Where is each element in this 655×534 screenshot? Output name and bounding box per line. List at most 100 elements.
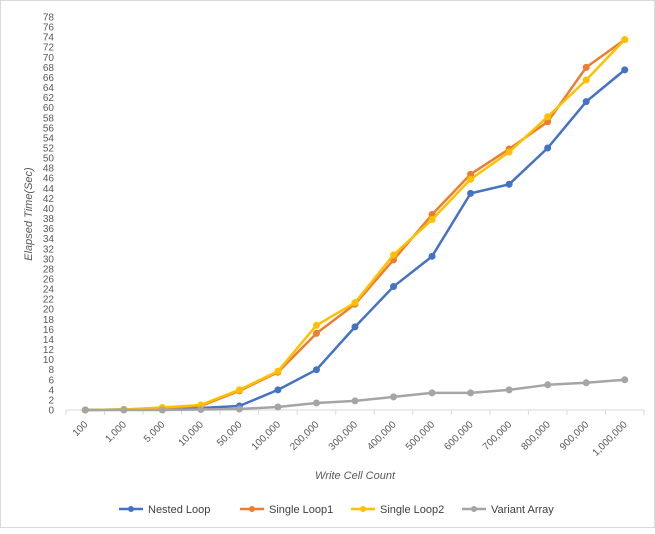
y-tick-label: 58 (43, 113, 55, 124)
x-axis-ticks: 100 1,000 5,000 10,000 50,000 100,000 200,000 3… (71, 419, 630, 459)
data-point (312, 366, 320, 374)
legend-label: Variant Array (491, 504, 554, 516)
data-point (312, 329, 320, 337)
x-tick-label: 1,000,000 (591, 419, 631, 459)
data-point (544, 381, 552, 389)
y-tick-label: 2 (48, 395, 54, 406)
y-tick-label: 14 (43, 335, 55, 346)
y-tick-label: 10 (43, 355, 55, 366)
y-tick-label: 6 (48, 375, 54, 386)
y-tick-label: 46 (43, 174, 55, 185)
legend-label: Single Loop1 (269, 504, 333, 516)
data-point (621, 36, 629, 44)
y-tick-label: 66 (43, 73, 55, 84)
data-point (158, 406, 166, 414)
y-tick-label: 64 (43, 83, 55, 94)
y-tick-label: 68 (43, 63, 55, 74)
y-tick-label: 22 (43, 295, 55, 306)
data-point (467, 175, 475, 183)
series-line (84, 38, 626, 412)
x-tick-label: 100 (71, 419, 91, 439)
y-axis-title: Elapsed Time(Sec) (23, 167, 35, 261)
y-tick-label: 62 (43, 93, 55, 104)
data-point (197, 405, 205, 413)
y-axis-ticks: 0246810121416182022242628303234363840424… (43, 13, 55, 417)
data-point (582, 379, 590, 387)
y-tick-label: 50 (43, 154, 55, 165)
data-point (351, 299, 359, 307)
legend-item: Variant Array (462, 504, 554, 516)
y-tick-label: 70 (43, 53, 55, 64)
data-point (274, 367, 282, 375)
y-tick-label: 0 (48, 406, 54, 417)
data-point (544, 144, 552, 152)
data-point (390, 393, 398, 401)
x-tick-label: 50,000 (215, 419, 245, 449)
y-tick-label: 32 (43, 244, 55, 255)
data-point (81, 406, 89, 414)
y-tick-label: 30 (43, 254, 55, 265)
data-point (274, 403, 282, 411)
data-point (390, 283, 398, 291)
y-tick-label: 18 (43, 315, 55, 326)
x-axis-title: Write Cell Count (315, 470, 396, 482)
data-point (312, 399, 320, 407)
x-tick-label: 300,000 (327, 419, 361, 453)
y-tick-label: 52 (43, 144, 55, 155)
data-point (582, 63, 590, 71)
legend: Nested Loop Single Loop1 Single Loop2 Varia… (119, 504, 554, 516)
x-tick-label: 600,000 (442, 419, 476, 453)
y-tick-label: 72 (43, 43, 55, 54)
data-point (544, 113, 552, 121)
series-single-loop2 (81, 36, 629, 414)
data-point (235, 405, 243, 413)
data-point (621, 66, 629, 74)
y-tick-label: 28 (43, 264, 55, 275)
y-tick-label: 16 (43, 325, 55, 336)
data-point (582, 98, 590, 106)
data-point (235, 386, 243, 394)
y-tick-label: 74 (43, 33, 55, 44)
legend-item: Nested Loop (119, 504, 210, 516)
y-tick-label: 12 (43, 345, 55, 356)
legend-label: Single Loop2 (380, 504, 444, 516)
legend-marker (128, 506, 134, 512)
y-tick-label: 38 (43, 214, 55, 225)
x-tick-label: 1,000 (103, 419, 129, 445)
data-point (428, 216, 436, 224)
x-tick-label: 10,000 (177, 419, 207, 449)
data-point (120, 406, 128, 414)
x-tick-label: 500,000 (404, 419, 438, 453)
data-point (505, 386, 513, 394)
legend-marker (249, 506, 255, 512)
data-point (351, 323, 359, 331)
y-tick-label: 78 (43, 13, 55, 24)
data-point (505, 148, 513, 156)
data-point (428, 252, 436, 260)
series-line (84, 38, 626, 412)
x-tick-label: 800,000 (519, 419, 553, 453)
y-tick-label: 20 (43, 305, 55, 316)
data-point (505, 180, 513, 188)
y-tick-label: 24 (43, 285, 55, 296)
data-point (274, 386, 282, 394)
y-tick-label: 26 (43, 275, 55, 286)
y-tick-label: 42 (43, 194, 55, 205)
y-tick-label: 44 (43, 184, 55, 195)
x-tick-label: 700,000 (481, 419, 515, 453)
data-point (428, 389, 436, 397)
y-tick-label: 56 (43, 123, 55, 134)
series-single-loop1 (81, 36, 629, 414)
legend-item: Single Loop1 (240, 504, 333, 516)
x-tick-label: 400,000 (365, 419, 399, 453)
data-point (582, 76, 590, 84)
x-tick-label: 5,000 (142, 419, 168, 445)
data-point (467, 389, 475, 397)
data-point (312, 321, 320, 329)
y-tick-label: 8 (48, 365, 54, 376)
data-point (390, 251, 398, 259)
y-tick-label: 36 (43, 224, 55, 235)
x-tick-label: 200,000 (288, 419, 322, 453)
y-tick-label: 40 (43, 204, 55, 215)
